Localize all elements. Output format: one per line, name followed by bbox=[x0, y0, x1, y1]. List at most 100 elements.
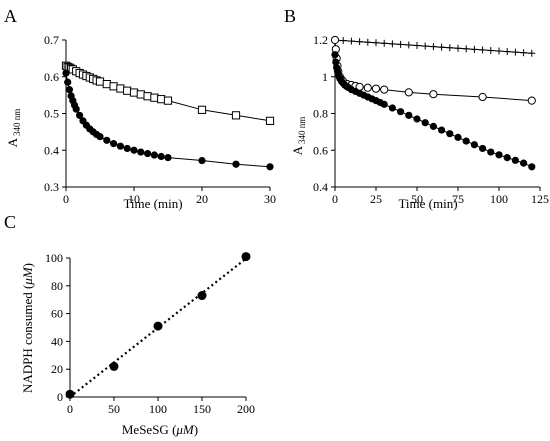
panel-b-point bbox=[380, 100, 388, 108]
panel-a-point bbox=[136, 90, 145, 99]
panel-b-point bbox=[478, 92, 487, 102]
panel-c-y-tick-label: 100 bbox=[45, 251, 63, 265]
panel-b-point bbox=[388, 40, 396, 48]
panel-letter-b: B bbox=[284, 6, 296, 26]
panel-a-point bbox=[197, 105, 207, 114]
panel-b-point bbox=[527, 96, 536, 105]
panel-a-ylabel-sub: 340 nm bbox=[12, 109, 22, 136]
panel-b-point bbox=[339, 37, 347, 45]
panel-b-point bbox=[429, 122, 437, 130]
panel-a-point bbox=[103, 136, 111, 144]
panel-b-y-tick-label: 1 bbox=[322, 70, 328, 84]
panel-b-x-tick-label: 125 bbox=[531, 192, 549, 206]
panel-a-point bbox=[144, 149, 152, 158]
panel-a-x-tick-label: 0 bbox=[63, 192, 69, 206]
panel-a-series-1-line bbox=[65, 73, 271, 168]
panel-b-point bbox=[404, 88, 413, 97]
chart-panel-c: 0 50 100 150 200 0 20 40 60 80 100 MeSeSG (μM) NAD… bbox=[20, 251, 255, 437]
panel-b-ylabel-main: A bbox=[290, 145, 305, 155]
panel-a-point bbox=[123, 144, 131, 153]
panel-b-point bbox=[462, 137, 470, 145]
panel-b-point bbox=[380, 85, 389, 94]
panel-c-xlabel: MeSeSG (μM) bbox=[122, 422, 198, 437]
panel-a-point bbox=[164, 154, 172, 162]
panel-b-y-tick-label: 0.8 bbox=[313, 107, 328, 121]
panel-b-point bbox=[446, 130, 454, 138]
panel-c-y-tick-label: 60 bbox=[51, 307, 63, 321]
panel-a-ylabel-main: A bbox=[5, 137, 20, 147]
panel-b-point bbox=[528, 163, 536, 171]
panel-b-point bbox=[413, 42, 421, 50]
panel-a-marks bbox=[61, 61, 275, 171]
panel-b-y-tick-label: 1.2 bbox=[313, 33, 328, 47]
panel-b-point bbox=[405, 111, 413, 119]
panel-a-point bbox=[157, 95, 166, 104]
panel-b-point bbox=[371, 84, 381, 93]
panel-b-x-tick-label: 0 bbox=[332, 192, 338, 206]
panel-a-point bbox=[65, 86, 73, 94]
panel-b-ylabel-sub: 340 nm bbox=[297, 117, 307, 144]
panel-a-y-tick-label: 0.3 bbox=[44, 180, 59, 194]
panel-b-point bbox=[462, 45, 470, 53]
panel-a-point bbox=[129, 88, 139, 97]
panel-c-xlabel-main: MeSeSG ( bbox=[122, 422, 177, 437]
panel-c-y-tick-label: 0 bbox=[57, 390, 63, 404]
panel-a-y-tick-label: 0.4 bbox=[44, 143, 59, 157]
panel-b-y-tick-label: 0.4 bbox=[313, 180, 328, 194]
panel-a-ylabel: A340 nm bbox=[5, 109, 22, 148]
panel-b-point bbox=[487, 46, 495, 54]
panel-b-point bbox=[511, 48, 519, 56]
panel-c-ylabel: NADPH consumed (μM) bbox=[20, 263, 35, 393]
panel-a-y-tick-label: 0.7 bbox=[44, 33, 59, 47]
panel-a-point bbox=[72, 105, 80, 113]
panel-b-ylabel: A340 nm bbox=[290, 117, 307, 156]
panel-b-point bbox=[429, 43, 437, 51]
panel-a-point bbox=[62, 69, 70, 77]
panel-c-ylabel-unit: μM bbox=[20, 266, 35, 286]
panel-a-point bbox=[95, 77, 105, 86]
panel-b-point bbox=[421, 42, 429, 50]
panel-a-y-tick-label: 0.5 bbox=[44, 107, 59, 121]
panel-a-point bbox=[150, 151, 158, 159]
panel-b-point bbox=[405, 41, 413, 49]
panel-c-point bbox=[153, 321, 163, 331]
panel-b-point bbox=[470, 141, 478, 149]
panel-c-ylabel-main: NADPH consumed ( bbox=[20, 285, 35, 393]
panel-b-point bbox=[421, 119, 429, 127]
panel-b-point bbox=[446, 44, 454, 52]
panel-b-point bbox=[347, 37, 355, 45]
panel-b-x-tick-label: 100 bbox=[490, 192, 508, 206]
panel-b-x-tick-label: 25 bbox=[370, 192, 382, 206]
panel-a-point bbox=[116, 142, 124, 150]
panel-b-x-tick-label: 75 bbox=[452, 192, 464, 206]
panel-b-point bbox=[429, 90, 438, 99]
panel-b-x-tick-label: 50 bbox=[411, 192, 423, 206]
panel-b-point bbox=[380, 39, 388, 47]
panel-a-point bbox=[265, 116, 275, 125]
panel-c-point bbox=[197, 291, 207, 301]
panel-a-point bbox=[266, 163, 274, 171]
panel-a-xlabel: Time (min) bbox=[123, 196, 182, 211]
panel-b-point bbox=[330, 35, 340, 45]
panel-b-point bbox=[388, 104, 396, 112]
panel-b-point bbox=[438, 126, 446, 134]
panel-a-point bbox=[116, 84, 125, 93]
panel-b-point bbox=[356, 38, 364, 46]
panel-a-point bbox=[110, 140, 118, 148]
panel-b-point bbox=[454, 44, 462, 52]
panel-a-x-tick-label: 10 bbox=[128, 192, 140, 206]
panel-b-point bbox=[438, 43, 446, 51]
panel-c-xlabel-unit: μM bbox=[175, 422, 195, 437]
panel-c-point bbox=[241, 252, 251, 262]
panel-b-point bbox=[487, 148, 495, 156]
panel-b-point bbox=[413, 115, 421, 123]
panel-b-point bbox=[397, 108, 405, 116]
panel-a-point bbox=[231, 111, 241, 120]
panel-c-point bbox=[109, 361, 119, 371]
panel-c-tick-labels: 0 50 100 150 200 0 20 40 60 80 100 bbox=[45, 251, 255, 416]
panel-b-point bbox=[372, 39, 380, 47]
panel-b-point bbox=[503, 48, 511, 56]
panel-b-point bbox=[479, 144, 487, 153]
panel-a-point bbox=[96, 133, 104, 141]
